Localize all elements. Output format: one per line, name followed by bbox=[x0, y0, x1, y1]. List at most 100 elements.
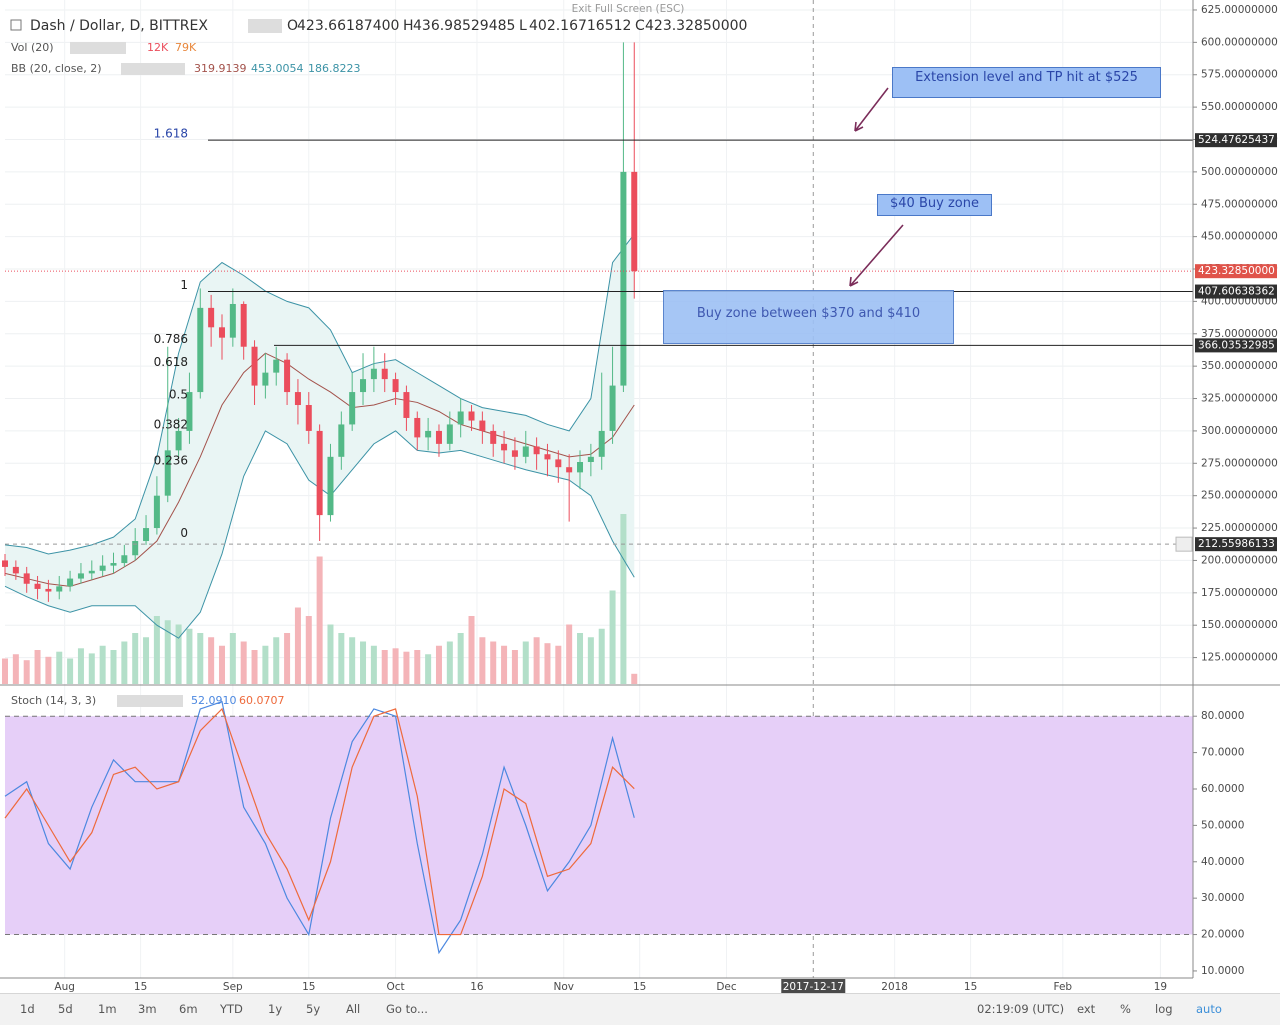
volume-bar bbox=[403, 651, 410, 684]
candle-body bbox=[88, 570, 95, 574]
candle-body bbox=[12, 566, 19, 574]
price-label-box bbox=[1195, 338, 1277, 353]
legend-buttons[interactable] bbox=[70, 42, 126, 54]
range-button[interactable]: 1d bbox=[20, 1002, 35, 1016]
volume-bar bbox=[414, 650, 421, 684]
fib-label: 0.382 bbox=[154, 417, 188, 431]
range-button[interactable]: 3m bbox=[138, 1002, 157, 1016]
volume-bar bbox=[316, 556, 323, 684]
annotation: Buy zone between $370 and $410 bbox=[663, 290, 954, 344]
candle-body bbox=[240, 303, 247, 347]
volume-bar bbox=[587, 637, 594, 684]
candle-body bbox=[522, 446, 529, 457]
candle-body bbox=[577, 462, 584, 473]
volume-bar bbox=[620, 514, 627, 684]
legend-buttons[interactable] bbox=[121, 63, 185, 75]
x-tick-label: Sep bbox=[223, 981, 243, 993]
y-tick-label: 40.0000 bbox=[1201, 856, 1244, 868]
y-tick-label: 475.00000000 bbox=[1201, 198, 1278, 210]
chart: 125.00000000 150.00000000 175.00000000 200.… bbox=[0, 0, 1280, 993]
candle-body bbox=[425, 430, 432, 438]
candle-body bbox=[338, 424, 345, 457]
y-tick-label: 80.0000 bbox=[1201, 710, 1244, 722]
range-button[interactable]: YTD bbox=[220, 1002, 243, 1016]
candle-body bbox=[555, 459, 562, 468]
candle-body bbox=[392, 379, 399, 393]
volume-bar bbox=[446, 641, 453, 684]
candle-body bbox=[609, 385, 616, 431]
scale-button[interactable]: auto bbox=[1196, 1002, 1222, 1016]
volume-bar bbox=[67, 658, 74, 684]
volume-bar bbox=[240, 641, 247, 684]
range-button[interactable]: Go to... bbox=[386, 1002, 428, 1016]
price-label-box bbox=[1195, 537, 1277, 552]
candle-body bbox=[110, 563, 117, 566]
candle-body bbox=[273, 359, 280, 373]
y-tick-label: 250.00000000 bbox=[1201, 490, 1278, 502]
ohlc-key: L bbox=[519, 18, 527, 34]
bollinger-upper bbox=[4, 233, 635, 555]
range-button[interactable]: 5d bbox=[58, 1002, 73, 1016]
volume-bar bbox=[56, 651, 63, 684]
exit-full-screen[interactable]: Exit Full Screen (ESC) bbox=[572, 3, 685, 15]
fib-label: 0.786 bbox=[154, 332, 188, 346]
scale-button[interactable]: log bbox=[1155, 1002, 1173, 1016]
range-button[interactable]: All bbox=[346, 1002, 361, 1016]
range-button[interactable]: 6m bbox=[179, 1002, 198, 1016]
bb-lower-value: 186.8223 bbox=[308, 62, 361, 75]
volume-bar bbox=[381, 650, 388, 684]
fib-label: 0.618 bbox=[154, 355, 188, 369]
candle-body bbox=[186, 392, 193, 431]
candle-body bbox=[208, 307, 215, 328]
x-tick-label: 15 bbox=[964, 981, 977, 993]
candle-body bbox=[175, 430, 182, 451]
y-tick-label: 375.00000000 bbox=[1201, 328, 1278, 340]
volume-bar bbox=[566, 624, 573, 684]
volume-bar bbox=[327, 624, 334, 684]
candle-body bbox=[34, 583, 41, 589]
candle-body bbox=[435, 430, 442, 444]
volume-bar bbox=[577, 633, 584, 684]
candle-body bbox=[316, 430, 323, 516]
ohlc-value: 423.32850000 bbox=[645, 18, 747, 34]
volume-bar bbox=[338, 633, 345, 684]
candle-body bbox=[360, 379, 367, 393]
candle-body bbox=[446, 424, 453, 444]
stoch-line bbox=[4, 700, 635, 955]
y-tick-label: 275.00000000 bbox=[1201, 457, 1278, 469]
volume-bar bbox=[522, 641, 529, 684]
scale-button[interactable]: % bbox=[1120, 1002, 1131, 1016]
volume-bar bbox=[99, 645, 106, 684]
y-tick-label: 625.00000000 bbox=[1201, 4, 1278, 16]
volume-bar bbox=[34, 650, 41, 684]
volume-bar bbox=[360, 641, 367, 684]
scale-button[interactable]: ext bbox=[1077, 1002, 1096, 1016]
volume-bar bbox=[533, 637, 540, 684]
candle-body bbox=[381, 368, 388, 380]
ohlc-value: 436.98529485 bbox=[413, 18, 515, 34]
symbol: Dash / Dollar, D, BITTREX bbox=[30, 18, 208, 34]
y-tick-label: 450.00000000 bbox=[1201, 231, 1278, 243]
toolbar: 1d 5d 1m 3m 6m YTD 1y 5y All Go to... 02:19:09 (UT… bbox=[0, 993, 1280, 1025]
volume-bar bbox=[479, 637, 486, 684]
price-label-box bbox=[1195, 133, 1277, 148]
candle-body bbox=[67, 578, 74, 587]
range-button[interactable]: 1m bbox=[98, 1002, 117, 1016]
arrow bbox=[854, 87, 889, 132]
candle-body bbox=[620, 171, 627, 386]
range-button[interactable]: 5y bbox=[306, 1002, 321, 1016]
legend-buttons[interactable] bbox=[248, 19, 282, 33]
stoch-k-value: 52.0910 bbox=[191, 694, 237, 707]
fib-label: 0.5 bbox=[169, 388, 188, 402]
y-tick-label: 550.00000000 bbox=[1201, 101, 1278, 113]
candle-body bbox=[251, 346, 258, 386]
volume-bar bbox=[305, 616, 312, 684]
fib-label: 1.618 bbox=[154, 127, 188, 141]
x-tick-label: 15 bbox=[134, 981, 147, 993]
x-tick-label: Dec bbox=[716, 981, 737, 993]
fib-label: 0 bbox=[180, 526, 188, 540]
range-button[interactable]: 1y bbox=[268, 1002, 283, 1016]
volume-bar bbox=[468, 616, 475, 684]
legend-buttons[interactable] bbox=[117, 695, 183, 707]
bb-legend-title: BB (20, close, 2) bbox=[11, 62, 102, 75]
